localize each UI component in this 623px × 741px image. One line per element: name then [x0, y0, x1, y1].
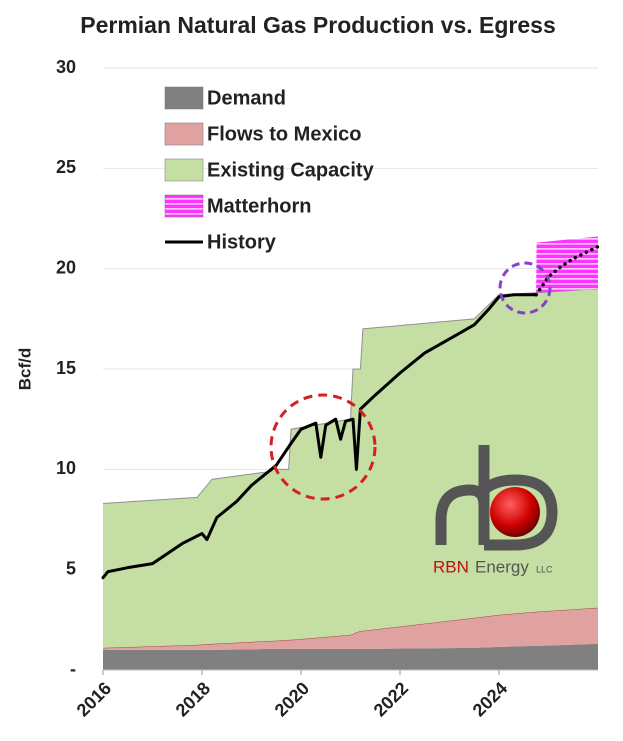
- legend-swatch: [164, 194, 204, 218]
- line: [534, 244, 600, 297]
- x-tick-label: 2018: [172, 678, 214, 720]
- legend-label: Existing Capacity: [207, 159, 375, 181]
- legend-label: Flows to Mexico: [207, 123, 361, 145]
- legend-swatch: [164, 86, 204, 110]
- legend-swatch: [164, 122, 204, 146]
- logo-brand: RBN: [433, 557, 469, 576]
- highlight-circle: [498, 261, 552, 315]
- area: [103, 643, 598, 670]
- logo-word: Energy: [475, 557, 529, 576]
- logo-suffix: LLC: [536, 564, 553, 574]
- highlight-circle: [269, 393, 377, 501]
- area: [103, 236, 598, 504]
- chart-title: Permian Natural Gas Production vs. Egres…: [80, 12, 556, 38]
- legend-swatch: [164, 158, 204, 182]
- x-tick-label: 2016: [73, 678, 115, 720]
- x-tick-label: 2024: [469, 678, 511, 720]
- line: [101, 293, 538, 580]
- legend-label: Matterhorn: [207, 195, 311, 217]
- y-tick-label: 10: [56, 458, 76, 478]
- y-tick-label: 5: [66, 558, 76, 578]
- y-tick-label: 15: [56, 358, 76, 378]
- y-tick-label: -: [70, 659, 76, 679]
- legend-label: Demand: [207, 87, 286, 109]
- legend-label: History: [207, 231, 277, 253]
- area: [103, 288, 598, 648]
- logo-b: [478, 445, 558, 551]
- logo-ball: [490, 487, 540, 537]
- x-tick-label: 2022: [370, 678, 412, 720]
- y-tick-label: 25: [56, 157, 76, 177]
- y-tick-label: 20: [56, 257, 76, 277]
- logo: RBN Energy LLC: [433, 445, 558, 576]
- y-axis-label: Bcf/d: [15, 348, 34, 391]
- y-tick-label: 30: [56, 57, 76, 77]
- annotations: [269, 261, 552, 501]
- x-tick-label: 2020: [271, 678, 313, 720]
